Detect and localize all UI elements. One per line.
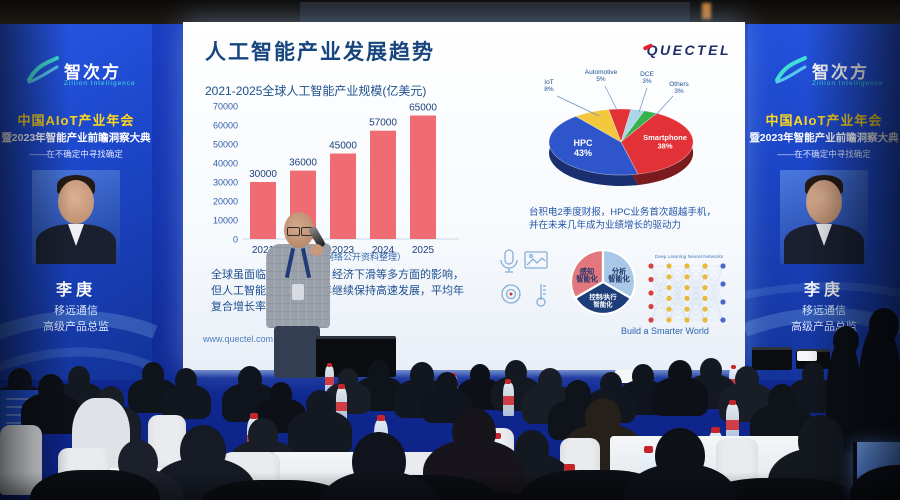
presenter <box>250 206 350 378</box>
slide-footer-url: www.quectel.com <box>203 334 274 344</box>
svg-text:65000: 65000 <box>409 103 437 114</box>
nn-title: Deep Learning Neural Networks <box>655 254 724 260</box>
svg-text:50000: 50000 <box>213 140 238 150</box>
audience-head <box>600 372 622 397</box>
audience-head <box>270 382 292 407</box>
audience-head <box>68 366 90 391</box>
audience-head <box>735 366 759 393</box>
water-bottle <box>726 399 739 444</box>
audience-head <box>802 362 824 387</box>
radar-icon <box>501 284 521 304</box>
quectel-logo: QUECTEL <box>646 42 731 58</box>
svg-text:20000: 20000 <box>213 197 238 207</box>
badge <box>292 284 304 300</box>
stage-monitor <box>752 347 792 370</box>
svg-text:36000: 36000 <box>289 158 317 169</box>
svg-text:2025: 2025 <box>412 245 435 256</box>
glasses-icon <box>287 227 300 236</box>
audience-head <box>436 372 458 397</box>
neural-network-diagram: Deep Learning Neural Networks <box>648 254 726 323</box>
audience-head <box>38 374 64 404</box>
audience-head <box>452 408 496 458</box>
ceiling-lamp <box>702 3 711 19</box>
audience-head <box>410 362 434 389</box>
audience-head <box>306 390 334 422</box>
audience-head <box>833 326 859 356</box>
audience-head <box>655 428 705 484</box>
audience-head <box>505 360 527 385</box>
slide-footer-slogan: Build a Smarter World <box>621 326 709 336</box>
svg-text:57000: 57000 <box>369 118 397 129</box>
svg-text:0: 0 <box>233 235 238 245</box>
audience-head <box>238 366 262 393</box>
bar-chart-title: 2021-2025全球人工智能产业规模(亿美元) <box>205 84 427 98</box>
svg-text:70000: 70000 <box>213 102 238 112</box>
presenter-hand <box>310 244 323 256</box>
water-bottle <box>503 379 514 416</box>
svg-text:30000: 30000 <box>249 169 277 180</box>
audience-head <box>632 364 654 389</box>
audience-head <box>585 398 621 439</box>
pie-chart: Automotive 5% DCE 3% Others 3% IoT 8% Smartphone… <box>544 69 694 187</box>
audience-head <box>668 360 692 387</box>
audience-head <box>180 425 226 477</box>
svg-text:10000: 10000 <box>213 216 238 226</box>
audience-head <box>515 430 549 469</box>
brand-subtitle: Zillion Intelligence <box>64 80 136 87</box>
audience-member <box>200 480 350 500</box>
svg-text:30000: 30000 <box>213 178 238 188</box>
water-bottle <box>325 362 334 394</box>
bar-chart-source: （数据根据网络公开资料整理） <box>279 252 406 262</box>
audience-head <box>142 362 164 387</box>
microphone-icon <box>504 249 514 265</box>
svg-text:控制/执行智能化: 控制/执行智能化 <box>589 292 617 309</box>
ceiling <box>0 0 900 24</box>
event-tagline: ——在不确定中寻找确定 <box>29 149 123 159</box>
name-card <box>797 351 817 361</box>
svg-text:感知智能化: 感知智能化 <box>576 267 598 284</box>
audience-head <box>470 364 490 387</box>
svg-text:45000: 45000 <box>329 141 357 152</box>
audience-head <box>368 360 390 385</box>
audience-head <box>175 368 197 393</box>
svg-text:分析智能化: 分析智能化 <box>608 267 630 284</box>
svg-text:2024: 2024 <box>372 245 395 256</box>
audience-head <box>538 368 562 395</box>
audience-head <box>248 418 278 452</box>
image-icon <box>524 251 548 269</box>
sensor-icons <box>500 249 548 307</box>
audience-head <box>798 415 844 467</box>
pie-caption-line2: 并在未来几年成为业绩增长的驱动力 <box>529 220 682 231</box>
audience-head <box>352 432 406 493</box>
audience-head <box>565 380 591 410</box>
svg-text:60000: 60000 <box>213 121 238 131</box>
svg-text:2023: 2023 <box>332 245 355 256</box>
presenter-pants <box>274 326 320 378</box>
brand-name: 智次方 <box>64 63 121 82</box>
svg-text:2021: 2021 <box>252 245 275 256</box>
pie-caption-line1: 台积电2季度财报，HPC业务首次超越手机， <box>529 207 716 218</box>
slide-title: 人工智能产业发展趋势 <box>205 41 435 64</box>
audience-head <box>869 308 899 343</box>
svg-text:40000: 40000 <box>213 159 238 169</box>
water-bottle <box>336 384 347 423</box>
audience-head <box>700 358 722 383</box>
ceiling-panel <box>300 2 690 22</box>
